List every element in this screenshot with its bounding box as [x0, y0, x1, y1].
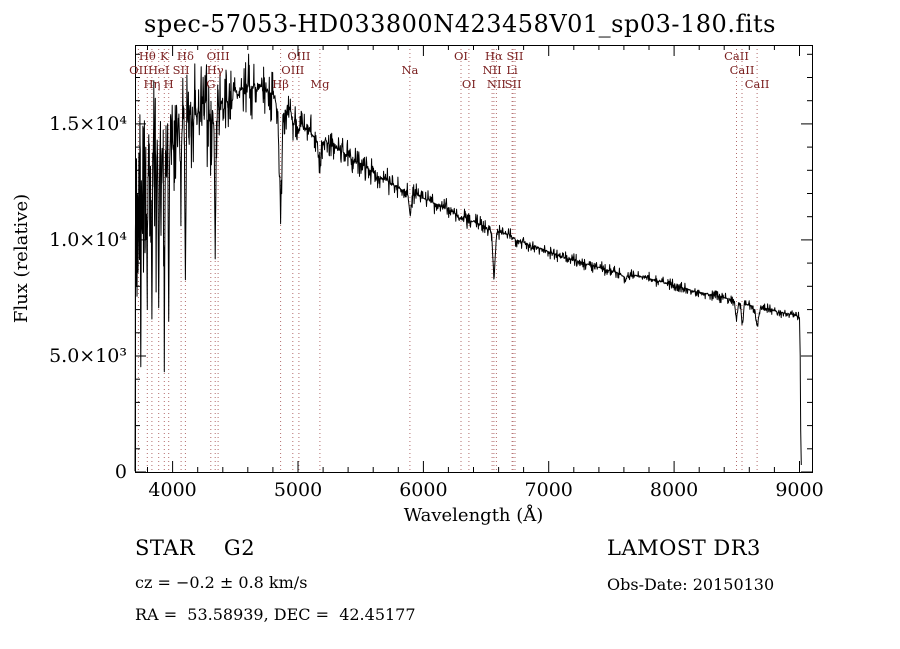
- x-tick-label: 7000: [525, 479, 573, 501]
- spectral-line-label: NII: [487, 77, 506, 91]
- radial-velocity-text: cz = −0.2 ± 0.8 km/s: [135, 573, 308, 592]
- spectral-line-label: H: [164, 77, 174, 91]
- spectral-line-label: Hα: [485, 49, 503, 63]
- spectral-line-markers: [137, 45, 758, 472]
- x-tick-label: 9000: [775, 479, 823, 501]
- spectrum-curve: [134, 53, 802, 472]
- spectral-line-label: NII: [483, 63, 502, 77]
- spectral-line-label: Hθ: [139, 49, 156, 63]
- spectral-line-label: Na: [401, 63, 418, 77]
- plot-title: spec-57053-HD033800N423458V01_sp03-180.f…: [144, 10, 776, 38]
- y-tick-labels: 0 5.0×10³ 1.0×10⁴ 1.5×10⁴: [49, 113, 127, 483]
- spectral-line-label: SII: [505, 77, 522, 91]
- spectral-line-label: OIII: [207, 49, 230, 63]
- spectral-line-label: OIII: [287, 49, 310, 63]
- x-tick-label: 6000: [399, 479, 447, 501]
- ra-dec-text: RA = 53.58939, DEC = 42.45177: [135, 605, 416, 624]
- spectral-line-label: Hγ: [207, 63, 224, 77]
- x-tick-labels: 4000 5000 6000 7000 8000 9000: [148, 479, 823, 501]
- spectral-line-label: OI: [462, 77, 476, 91]
- spectral-line-label: SII: [507, 49, 524, 63]
- spectral-line-label: Mg: [310, 77, 330, 91]
- plot-frame: [135, 45, 813, 473]
- spectral-line-label: CaII: [730, 63, 755, 77]
- spectral-line-label: HeI: [148, 63, 169, 77]
- spectral-line-label: Li: [506, 63, 518, 77]
- y-tick-label: 0: [115, 461, 127, 483]
- spectral-line-label: Hη: [143, 77, 160, 91]
- spectral-line-label: G: [206, 77, 215, 91]
- spectral-line-label: SII: [173, 63, 190, 77]
- y-tick-label: 1.5×10⁴: [49, 113, 127, 135]
- spectral-line-label: CaII: [724, 49, 749, 63]
- spectral-line-label: OIII: [281, 63, 304, 77]
- spectral-line-label: CaII: [745, 77, 770, 91]
- y-tick-label: 1.0×10⁴: [49, 229, 127, 251]
- spectral-line-label: OI: [454, 49, 468, 63]
- x-tick-label: 4000: [148, 479, 196, 501]
- survey-release-text: LAMOST DR3: [607, 536, 761, 560]
- classification-text: STAR G2: [135, 536, 256, 560]
- obs-date-text: Obs-Date: 20150130: [607, 575, 775, 594]
- x-tick-label: 8000: [650, 479, 698, 501]
- x-tick-label: 5000: [274, 479, 322, 501]
- spectral-line-label: Hδ: [177, 49, 194, 63]
- spectral-line-label: Hβ: [272, 77, 289, 91]
- x-axis-title: Wavelength (Å): [403, 505, 544, 526]
- y-tick-label: 5.0×10³: [49, 345, 127, 367]
- spectral-line-label: K: [160, 49, 169, 63]
- spectral-line-label: OII: [129, 63, 148, 77]
- axis-ticks: [135, 45, 812, 473]
